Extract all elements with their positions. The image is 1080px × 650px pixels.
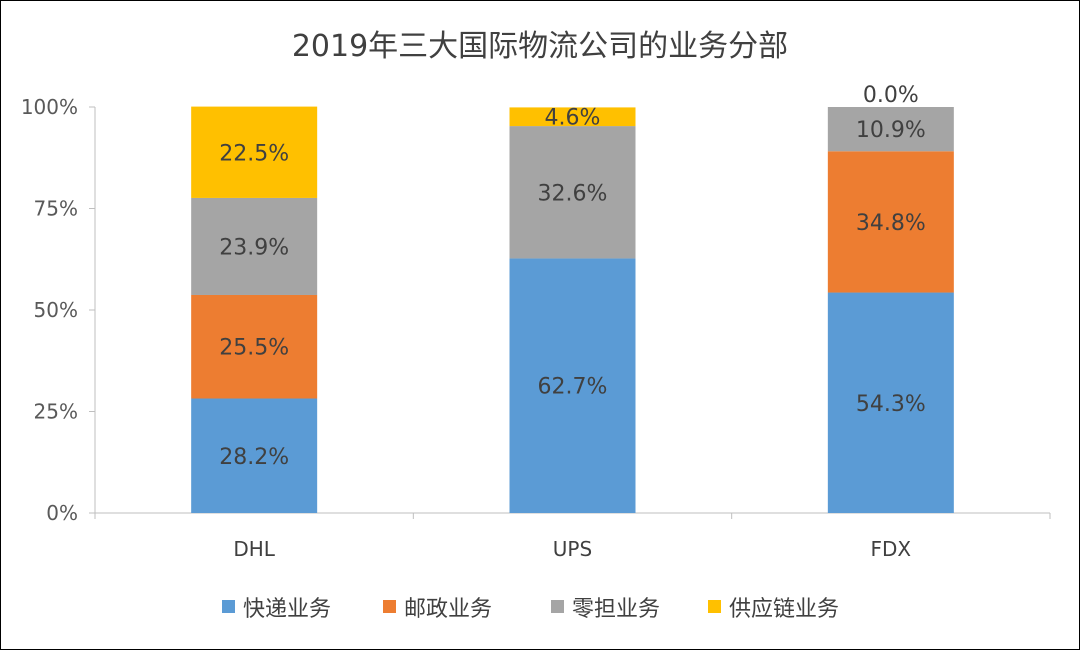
legend-swatch	[551, 600, 564, 613]
data-label: 23.9%	[219, 235, 289, 260]
legend-label: 邮政业务	[404, 597, 492, 622]
legend-swatch	[222, 600, 235, 613]
bar-segment	[191, 197, 318, 295]
data-label: 62.7%	[538, 375, 608, 400]
y-tick-label: 75%	[34, 197, 78, 221]
bar-segment	[191, 106, 318, 198]
data-label: 4.6%	[545, 106, 601, 131]
chart-title: 2019年三大国际物流公司的业务分部	[292, 29, 788, 64]
bar-segment	[509, 126, 636, 259]
x-tick-label: FDX	[871, 537, 912, 561]
bar-segment	[509, 258, 636, 513]
legend-swatch	[383, 600, 396, 613]
data-label: 10.9%	[856, 118, 926, 143]
y-tick-label: 100%	[21, 95, 78, 119]
legend-swatch	[708, 600, 721, 613]
bar-segment	[191, 294, 318, 399]
data-label: 0.0%	[863, 83, 919, 108]
data-label: 28.2%	[219, 445, 289, 470]
legend-label: 零担业务	[572, 597, 660, 622]
legend-label: 供应链业务	[729, 597, 839, 622]
data-label: 54.3%	[856, 392, 926, 417]
x-tick-label: DHL	[233, 537, 275, 561]
y-tick-label: 25%	[34, 400, 78, 424]
data-label: 32.6%	[538, 181, 608, 206]
legend-label: 快递业务	[243, 597, 331, 622]
data-label: 34.8%	[856, 211, 926, 236]
bar-segment	[827, 292, 954, 513]
bar-segment	[509, 107, 636, 127]
data-label: 22.5%	[219, 141, 289, 166]
x-tick-label: UPS	[553, 537, 592, 561]
bar-segment	[191, 398, 318, 513]
bar-segment	[827, 107, 954, 152]
y-tick-label: 0%	[46, 501, 78, 525]
y-tick-label: 50%	[34, 298, 78, 322]
data-label: 25.5%	[219, 336, 289, 361]
bar-segment	[827, 151, 954, 293]
